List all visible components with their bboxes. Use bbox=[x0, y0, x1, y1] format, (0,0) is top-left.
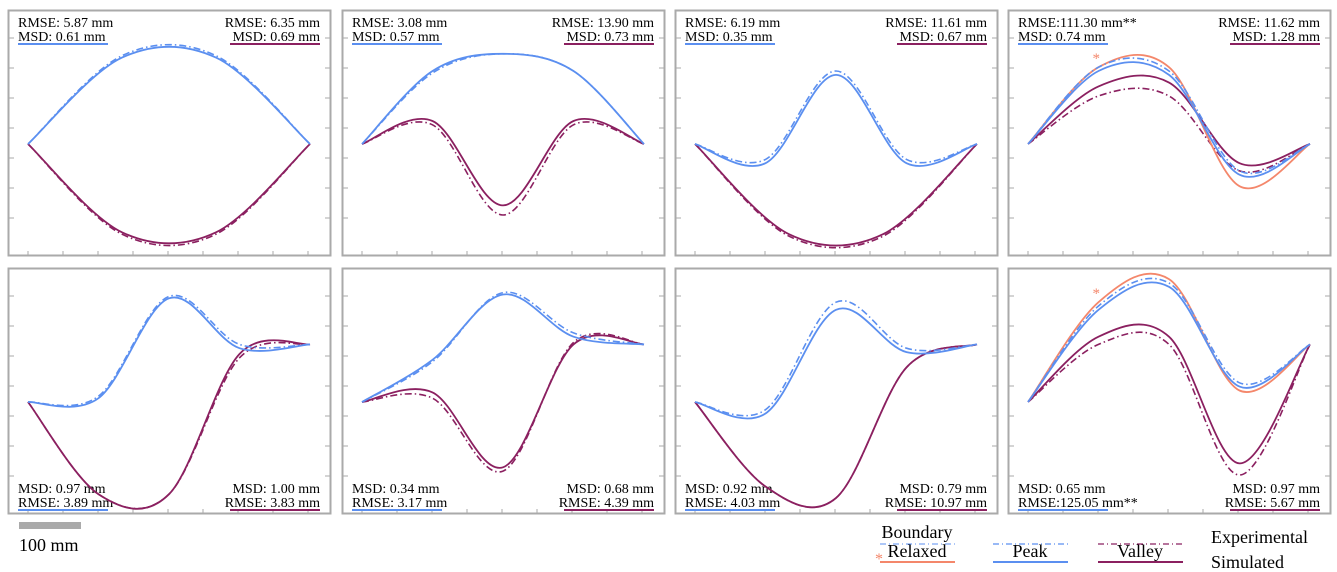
peak-experimental-line bbox=[1027, 57, 1311, 175]
valley-experimental-line bbox=[1027, 331, 1311, 476]
valley-simulated-line bbox=[361, 334, 645, 469]
peak-simulated-line bbox=[1027, 281, 1311, 403]
left-rmse-text: RMSE: 4.03 mm bbox=[685, 496, 780, 511]
valley-experimental-line bbox=[1027, 87, 1311, 174]
relaxed-marker: * bbox=[1093, 51, 1101, 67]
right-msd-text: MSD: 0.79 mm bbox=[899, 482, 987, 497]
panel-frame bbox=[1007, 267, 1332, 515]
valley-experimental-line bbox=[361, 332, 645, 473]
left-rmse-text: RMSE: 5.87 mm bbox=[18, 16, 113, 31]
relaxed-boundary-line bbox=[1027, 272, 1311, 403]
left-msd-text: MSD: 0.65 mm bbox=[1018, 482, 1106, 497]
panel-frame bbox=[7, 267, 332, 515]
panel-frame bbox=[341, 267, 666, 515]
right-rmse-text: RMSE: 6.35 mm bbox=[225, 16, 320, 31]
right-msd-text: MSD: 0.67 mm bbox=[899, 30, 987, 45]
panel-frame bbox=[1007, 9, 1332, 257]
peak-simulated-line bbox=[694, 307, 978, 420]
right-rmse-text: RMSE: 11.62 mm bbox=[1218, 16, 1320, 31]
peak-simulated-line bbox=[27, 45, 311, 145]
right-rmse-text: RMSE: 10.97 mm bbox=[885, 496, 987, 511]
valley-simulated-line bbox=[361, 118, 645, 207]
panel-row1-col4: RMSE:111.30 mm**MSD: 0.74 mm RMSE: 11.62 … bbox=[1007, 9, 1332, 257]
left-msd-text: MSD: 0.92 mm bbox=[685, 482, 773, 497]
peak-experimental-line bbox=[27, 294, 311, 407]
valley-experimental-line bbox=[361, 121, 645, 216]
right-rmse-text: RMSE: 3.83 mm bbox=[225, 496, 320, 511]
right-msd-text: MSD: 0.73 mm bbox=[566, 30, 654, 45]
right-rmse-text: RMSE: 5.67 mm bbox=[1225, 496, 1320, 511]
valley-simulated-line bbox=[1027, 323, 1311, 465]
legend-experimental-label: Experimental bbox=[1211, 527, 1308, 547]
right-msd-text: MSD: 0.69 mm bbox=[232, 30, 320, 45]
peak-simulated-line bbox=[361, 52, 645, 145]
valley-experimental-line bbox=[27, 143, 311, 247]
right-rmse-text: RMSE: 13.90 mm bbox=[552, 16, 654, 31]
peak-experimental-line bbox=[361, 52, 645, 145]
valley-simulated-line bbox=[694, 143, 978, 247]
left-msd-text: MSD: 0.74 mm bbox=[1018, 30, 1106, 45]
peak-simulated-line bbox=[1027, 61, 1311, 178]
scale-bar bbox=[19, 522, 81, 529]
peak-simulated-line bbox=[361, 293, 645, 403]
peak-experimental-line bbox=[361, 291, 645, 403]
right-rmse-text: RMSE: 11.61 mm bbox=[885, 16, 987, 31]
scale-bar-label: 100 mm bbox=[19, 535, 79, 555]
legend-relaxed-label: Relaxed bbox=[888, 541, 947, 561]
panel-frame bbox=[7, 9, 332, 257]
left-rmse-text: RMSE: 6.19 mm bbox=[685, 16, 780, 31]
left-msd-text: MSD: 0.61 mm bbox=[18, 30, 106, 45]
peak-simulated-line bbox=[694, 73, 978, 167]
right-msd-text: MSD: 1.28 mm bbox=[1232, 30, 1320, 45]
legend: Boundary * Relaxed Peak Valley Experimen… bbox=[875, 522, 1308, 572]
left-rmse-text: RMSE: 3.17 mm bbox=[352, 496, 447, 511]
panel-frame bbox=[674, 267, 999, 515]
left-rmse-text: RMSE: 3.08 mm bbox=[352, 16, 447, 31]
left-rmse-text: RMSE: 3.89 mm bbox=[18, 496, 113, 511]
peak-experimental-line bbox=[694, 70, 978, 164]
left-msd-text: MSD: 0.57 mm bbox=[352, 30, 440, 45]
peak-experimental-line bbox=[27, 43, 311, 145]
left-rmse-text: RMSE:125.05 mm** bbox=[1018, 496, 1138, 511]
valley-experimental-line bbox=[694, 143, 978, 249]
legend-boundary-label: Boundary bbox=[882, 522, 953, 542]
legend-valley-label: Valley bbox=[1117, 541, 1163, 561]
peak-experimental-line bbox=[694, 300, 978, 417]
left-msd-text: MSD: 0.34 mm bbox=[352, 482, 440, 497]
panel-frame bbox=[341, 9, 666, 257]
panel-frame bbox=[674, 9, 999, 257]
right-rmse-text: RMSE: 4.39 mm bbox=[559, 496, 654, 511]
peak-simulated-line bbox=[27, 296, 311, 408]
valley-simulated-line bbox=[27, 339, 311, 510]
legend-relaxed-marker: * bbox=[875, 551, 883, 568]
right-msd-text: MSD: 1.00 mm bbox=[232, 482, 320, 497]
left-rmse-text: RMSE:111.30 mm** bbox=[1018, 16, 1137, 31]
legend-peak-label: Peak bbox=[1013, 541, 1048, 561]
relaxed-marker: * bbox=[1093, 286, 1101, 302]
left-msd-text: MSD: 0.97 mm bbox=[18, 482, 106, 497]
right-msd-text: MSD: 0.97 mm bbox=[1232, 482, 1320, 497]
valley-simulated-line bbox=[27, 143, 311, 245]
valley-simulated-line bbox=[1027, 74, 1311, 167]
legend-simulated-label: Simulated bbox=[1211, 552, 1284, 572]
peak-experimental-line bbox=[1027, 277, 1311, 403]
left-msd-text: MSD: 0.35 mm bbox=[685, 30, 773, 45]
right-msd-text: MSD: 0.68 mm bbox=[566, 482, 654, 497]
